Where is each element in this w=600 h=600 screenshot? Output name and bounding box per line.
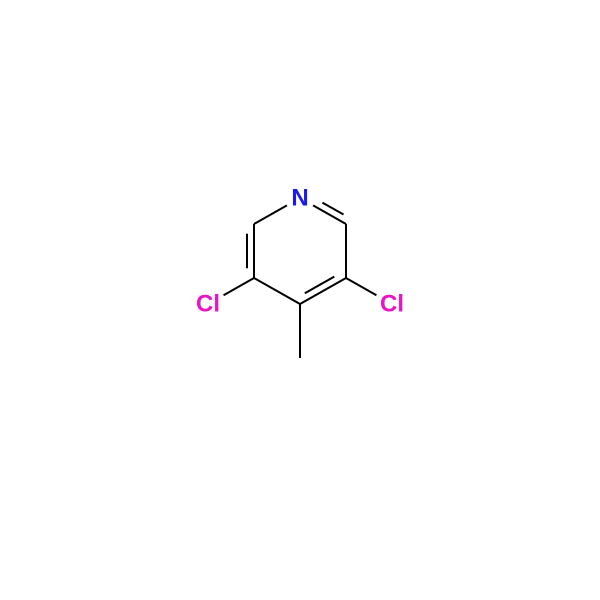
bond-line	[254, 205, 287, 224]
atom-label-n: N	[291, 185, 308, 212]
molecule-diagram: N Cl Cl	[0, 0, 600, 600]
atom-label-cl: Cl	[380, 291, 404, 318]
bond-line	[313, 205, 346, 224]
bond-line	[305, 277, 334, 294]
atom-label-cl: Cl	[196, 291, 220, 318]
bond-line	[254, 278, 300, 304]
bond-line	[346, 278, 376, 295]
bond-line	[224, 278, 254, 295]
